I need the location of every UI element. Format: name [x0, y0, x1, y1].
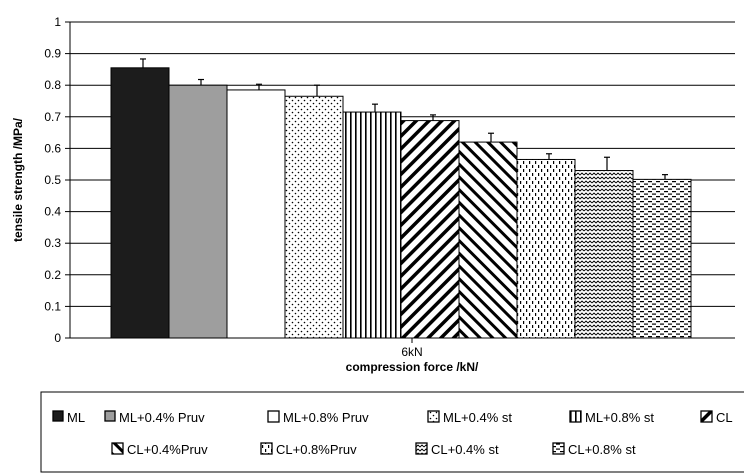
y-tick-label: 0.8: [44, 78, 61, 92]
legend-frame: [40, 391, 744, 473]
legend-label: CL: [716, 410, 733, 425]
bar: [168, 84, 228, 339]
y-axis-title: tensile strength /MPa/: [11, 117, 25, 242]
x-category-label: 6kN: [401, 345, 422, 359]
x-axis-title: compression force /kN/: [346, 360, 479, 374]
legend-label: ML+0.8% Pruv: [283, 410, 369, 425]
y-tick-label: 0.3: [44, 236, 61, 250]
y-tick-label: 0.2: [44, 268, 61, 282]
y-tick-label: 0: [54, 331, 61, 345]
bar: [632, 178, 692, 339]
bar: [458, 141, 518, 339]
bars: [110, 58, 692, 339]
bar: [342, 111, 402, 339]
y-tick-label: 0.5: [44, 173, 61, 187]
legend-label: ML+0.4% st: [443, 410, 512, 425]
legend-swatch: [52, 410, 64, 422]
legend-label: ML+0.4% Pruv: [119, 410, 205, 425]
legend-swatch: [111, 442, 124, 455]
legend-swatch: [415, 442, 428, 455]
legend-swatch: [427, 410, 440, 423]
legend-swatch: [552, 442, 565, 455]
legend-swatch: [700, 410, 713, 423]
legend-label: CL+0.4%Pruv: [127, 442, 208, 457]
y-axis-ticks: 0 0.1 0.2 0.3 0.4 0.5 0.6 0.7 0.8 0.9 1: [44, 15, 70, 345]
y-tick-label: 0.4: [44, 205, 61, 219]
legend-label: ML+0.8% st: [585, 410, 654, 425]
legend-label: CL+0.8%Pruv: [276, 442, 357, 457]
bar: [400, 120, 460, 339]
legend-label: ML: [67, 410, 85, 425]
legend-swatch: [260, 442, 273, 455]
legend-label: CL+0.4% st: [431, 442, 499, 457]
legend-label: CL+0.8% st: [568, 442, 636, 457]
legend-swatch: [104, 410, 116, 422]
y-tick-label: 0.7: [44, 110, 61, 124]
y-tick-label: 1: [54, 15, 61, 29]
bar: [110, 67, 170, 339]
legend: ML ML+0.4% Pruv ML+0.8% Pruv ML+0.4% st ML+0…: [40, 391, 744, 473]
bar: [574, 170, 634, 339]
bar: [284, 95, 344, 339]
y-tick-label: 0.9: [44, 47, 61, 61]
y-tick-label: 0.6: [44, 141, 61, 155]
legend-swatch: [267, 410, 280, 423]
axes: [69, 22, 735, 343]
y-tick-label: 0.1: [44, 299, 61, 313]
bar: [516, 158, 576, 339]
legend-swatch: [569, 410, 582, 423]
bar: [226, 89, 286, 339]
